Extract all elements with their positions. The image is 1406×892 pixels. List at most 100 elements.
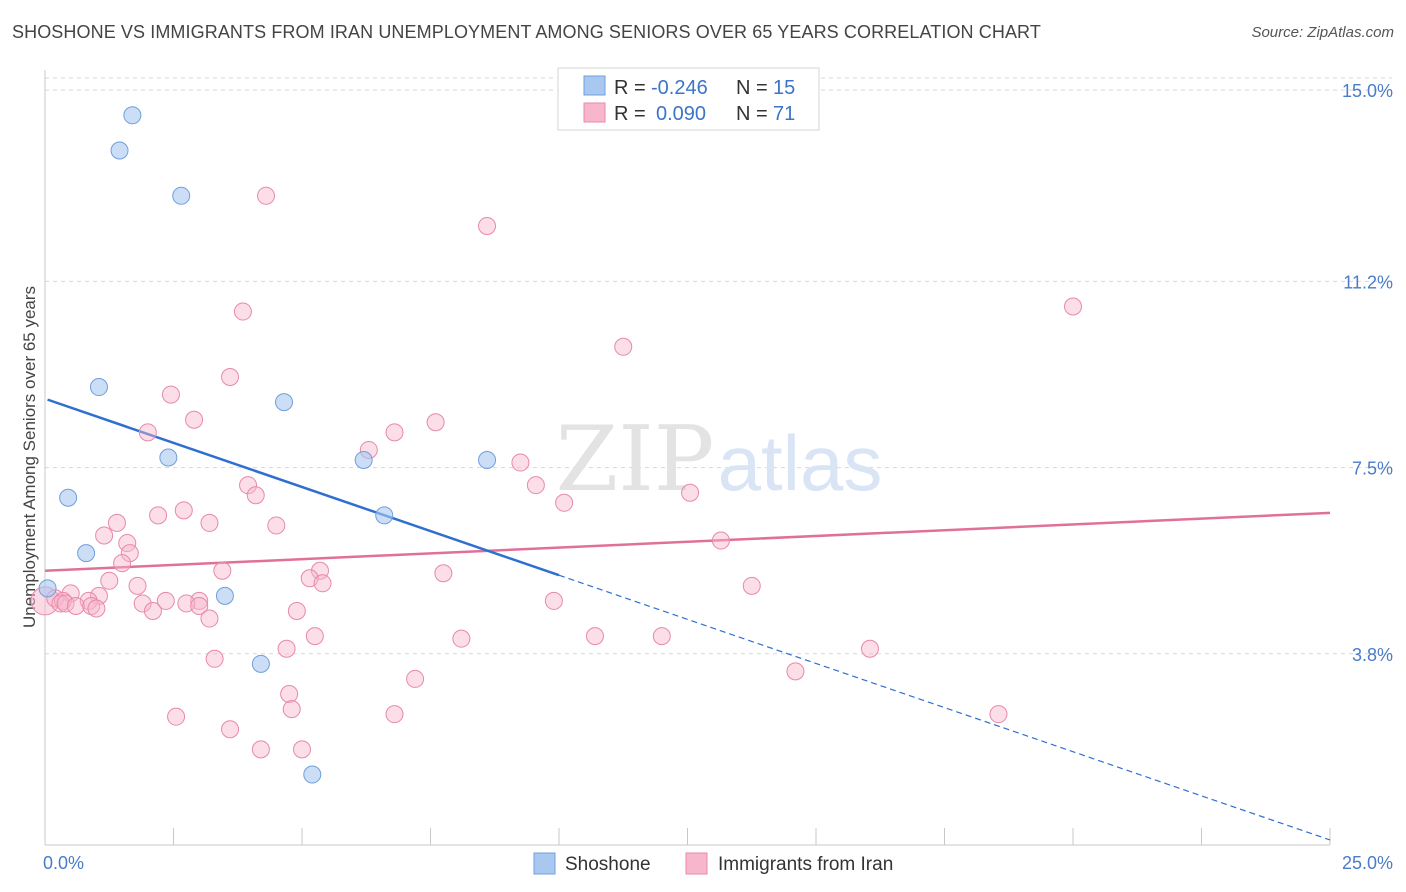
y-tick-label: 15.0% bbox=[1342, 81, 1393, 101]
iran-point bbox=[652, 627, 671, 646]
iran-point bbox=[614, 337, 633, 356]
iran-point bbox=[156, 591, 175, 610]
iran-point bbox=[128, 576, 147, 595]
shoshone-point bbox=[59, 488, 78, 507]
shoshone-point bbox=[77, 544, 96, 563]
iran-point bbox=[246, 486, 265, 505]
iran-point bbox=[585, 627, 604, 646]
iran-point bbox=[385, 423, 404, 442]
iran-point bbox=[107, 513, 126, 532]
iran-point bbox=[478, 217, 497, 236]
legend-swatch-shoshone bbox=[583, 75, 606, 96]
series-legend: Shoshone Immigrants from Iran bbox=[533, 852, 893, 875]
iran-point bbox=[313, 574, 332, 593]
trend-lines bbox=[44, 398, 1331, 841]
iran-point bbox=[200, 513, 219, 532]
iran-point bbox=[860, 639, 879, 658]
iran-point bbox=[56, 594, 75, 613]
iran-point bbox=[95, 526, 114, 545]
x-tick-label-min: 0.0% bbox=[43, 853, 84, 873]
trend-line-shoshone-extrapolated bbox=[558, 574, 1331, 841]
legend-r-value-iran: 0.090 bbox=[656, 103, 706, 125]
watermark-zip: ZIP bbox=[556, 407, 715, 512]
chart-source: Source: ZipAtlas.com bbox=[1251, 24, 1394, 41]
x-tick-label-max: 25.0% bbox=[1342, 853, 1393, 873]
iran-point bbox=[426, 413, 445, 432]
iran-point bbox=[989, 705, 1008, 724]
legend-r-label-iran: R = bbox=[614, 103, 646, 125]
iran-point bbox=[167, 707, 186, 726]
iran-point bbox=[385, 705, 404, 724]
iran-point bbox=[82, 596, 101, 615]
iran-point bbox=[544, 591, 563, 610]
legend-r-label-shoshone: R = bbox=[614, 77, 646, 99]
shoshone-point bbox=[159, 448, 178, 467]
iran-point bbox=[280, 685, 299, 704]
legend-swatch-iran bbox=[583, 102, 606, 123]
y-axis-label: Unemployment Among Seniors over 65 years bbox=[20, 286, 39, 628]
bottom-legend-swatch-iran bbox=[685, 852, 708, 875]
watermark-atlas: atlas bbox=[718, 419, 883, 507]
shoshone-point bbox=[375, 506, 394, 525]
iran-point bbox=[434, 564, 453, 583]
iran-point bbox=[133, 594, 152, 613]
iran-point bbox=[113, 554, 132, 573]
iran-point bbox=[143, 601, 162, 620]
points-shoshone bbox=[38, 106, 497, 784]
iran-point bbox=[293, 740, 311, 759]
iran-point bbox=[555, 493, 574, 512]
legend-n-label-shoshone: N = bbox=[736, 77, 768, 99]
iran-point bbox=[282, 700, 301, 719]
iran-point bbox=[233, 302, 252, 321]
trend-line-immigrants-from-iran bbox=[44, 511, 1331, 572]
bottom-legend-label-iran: Immigrants from Iran bbox=[718, 854, 893, 875]
bottom-legend-swatch-shoshone bbox=[533, 852, 556, 875]
iran-point bbox=[190, 596, 209, 615]
y-tick-label: 11.2% bbox=[1343, 272, 1393, 292]
iran-point bbox=[138, 423, 157, 442]
legend-n-label-iran: N = bbox=[736, 103, 768, 125]
shoshone-point bbox=[110, 141, 129, 160]
shoshone-point bbox=[215, 586, 234, 605]
iran-point bbox=[185, 410, 204, 429]
iran-point bbox=[239, 476, 258, 495]
iran-point bbox=[161, 385, 180, 404]
points-immigrants-from-iran bbox=[30, 186, 1082, 759]
iran-point bbox=[51, 594, 70, 613]
iran-point bbox=[200, 609, 219, 628]
correlation-legend: R = -0.246 N = 15 R = 0.090 N = 71 bbox=[557, 67, 820, 131]
iran-point bbox=[221, 367, 240, 386]
iran-point bbox=[526, 476, 545, 495]
y-tick-label: 7.5% bbox=[1352, 459, 1393, 479]
chart-title: SHOSHONE VS IMMIGRANTS FROM IRAN UNEMPLO… bbox=[12, 22, 1041, 42]
shoshone-point bbox=[123, 106, 142, 125]
shoshone-point bbox=[303, 765, 322, 784]
shoshone-point bbox=[354, 451, 373, 470]
bottom-legend-label-shoshone: Shoshone bbox=[565, 854, 651, 875]
iran-point bbox=[174, 501, 193, 520]
y-tick-label: 3.8% bbox=[1352, 645, 1393, 665]
x-ticks bbox=[44, 828, 1331, 845]
legend-r-value-shoshone: -0.246 bbox=[651, 77, 708, 99]
iran-point bbox=[452, 629, 471, 648]
iran-point bbox=[100, 571, 119, 590]
legend-n-value-iran: 71 bbox=[773, 103, 795, 125]
iran-point bbox=[1064, 297, 1082, 316]
shoshone-point bbox=[89, 378, 108, 397]
iran-point bbox=[681, 483, 700, 502]
iran-point bbox=[305, 627, 324, 646]
iran-point bbox=[511, 453, 530, 472]
iran-point bbox=[786, 662, 805, 681]
iran-point bbox=[205, 649, 224, 668]
shoshone-point bbox=[38, 579, 57, 598]
legend-n-value-shoshone: 15 bbox=[773, 77, 795, 99]
iran-point bbox=[277, 639, 296, 658]
iran-point bbox=[742, 576, 761, 595]
iran-point bbox=[66, 596, 85, 615]
iran-point bbox=[287, 601, 306, 620]
shoshone-point bbox=[172, 186, 191, 205]
iran-point bbox=[267, 516, 286, 535]
iran-point bbox=[213, 561, 232, 580]
iran-point bbox=[251, 740, 270, 759]
